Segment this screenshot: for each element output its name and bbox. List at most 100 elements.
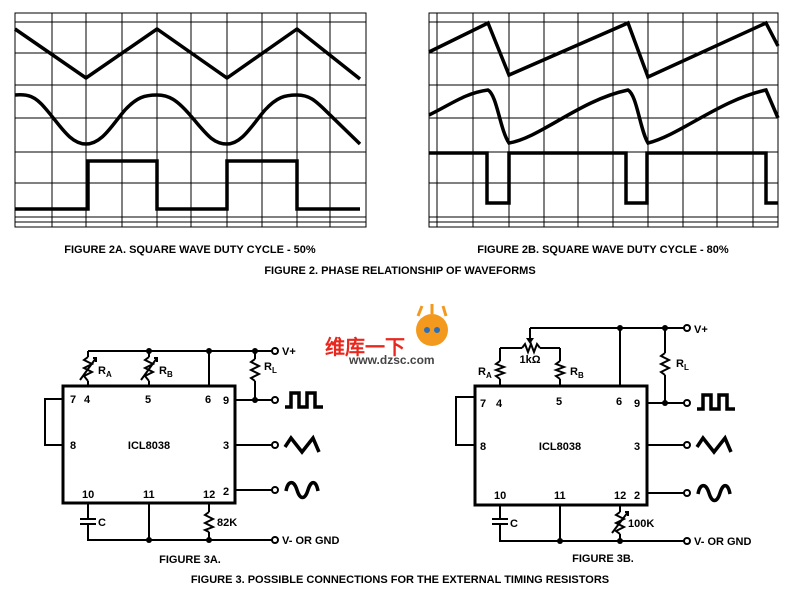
label: B — [578, 371, 584, 380]
circuit-element — [429, 21, 778, 223]
potentiometer-1k — [521, 341, 541, 355]
watermark-logo: 维库一下 www.dzsc.com — [325, 304, 448, 367]
pin-3: 3 — [634, 441, 640, 453]
square-wave-icon — [285, 391, 323, 409]
fig3b-caption: FIGURE 3B. — [572, 553, 634, 565]
circuit-element — [428, 12, 779, 228]
resistor-82k — [202, 511, 216, 533]
scope-grid — [428, 12, 779, 228]
square-out-terminal — [683, 399, 691, 407]
circuit-element — [424, 327, 430, 333]
circuit-element — [146, 537, 152, 543]
r12-label: 82K — [217, 517, 237, 529]
sine-out-terminal — [683, 489, 691, 497]
resistor-rl — [248, 358, 262, 382]
resistor-rl — [658, 352, 672, 376]
watermark-text: 维库一下 — [325, 335, 405, 359]
pin-4: 4 — [496, 398, 503, 410]
circuit-element — [206, 537, 212, 543]
pin-9: 9 — [223, 395, 229, 407]
r12-label: 100K — [628, 518, 654, 530]
scope-grid — [14, 12, 367, 228]
fig3-caption: FIGURE 3. POSSIBLE CONNECTIONS FOR THE E… — [191, 574, 609, 586]
circuit-element — [436, 13, 754, 227]
pin-4: 4 — [84, 394, 91, 406]
pin-2: 2 — [223, 486, 229, 498]
rl-label: RL — [264, 361, 277, 375]
vplus-label: V+ — [282, 346, 296, 358]
pin-12: 12 — [614, 490, 626, 502]
circuit-element — [662, 400, 668, 406]
resistor-rb — [553, 360, 567, 380]
label: R — [264, 361, 272, 373]
watermark-url: www.dzsc.com — [348, 353, 435, 367]
circuit-element — [51, 13, 331, 227]
label: R — [98, 365, 106, 377]
square-wave-icon — [697, 393, 735, 411]
label: R — [159, 365, 167, 377]
pin-8: 8 — [480, 441, 486, 453]
circuit-element — [617, 325, 623, 331]
circuit-element — [416, 304, 448, 317]
circuit-3a: ICL8038 7 4 5 6 9 8 3 10 11 12 2 RA RB R… — [44, 346, 340, 566]
capacitor-label: C — [98, 517, 106, 529]
rb-label: RB — [159, 365, 173, 379]
label: A — [106, 370, 112, 379]
triangle-wave-icon — [695, 434, 733, 455]
circuit-element — [662, 325, 668, 331]
square-wave — [15, 159, 360, 211]
label: R — [478, 366, 486, 378]
circuit-element — [146, 348, 152, 354]
vminus-terminal — [271, 536, 279, 544]
ra-label: RA — [98, 365, 112, 379]
pin-5: 5 — [556, 396, 562, 408]
mascot-icon — [416, 314, 448, 346]
ra-label: RA — [478, 366, 492, 380]
triangle-out-terminal — [271, 441, 279, 449]
pin-5: 5 — [145, 394, 151, 406]
capacitor-label: C — [510, 518, 518, 530]
pin-12: 12 — [203, 489, 215, 501]
sine-wave — [14, 93, 362, 146]
triangle-out-terminal — [683, 441, 691, 449]
pin-9: 9 — [634, 398, 640, 410]
rl-label: RL — [676, 358, 689, 372]
pin-10: 10 — [494, 490, 506, 502]
circuit-element — [557, 538, 563, 544]
pin-8: 8 — [70, 440, 76, 452]
square-wave-80 — [429, 151, 778, 205]
pin-7: 7 — [70, 394, 76, 406]
pin-3: 3 — [223, 440, 229, 452]
circuit-element — [79, 357, 158, 381]
label: L — [684, 363, 689, 372]
circuit-element — [434, 327, 440, 333]
sine-out-terminal — [271, 486, 279, 494]
label: B — [167, 370, 173, 379]
scope-2a — [14, 12, 367, 228]
resistor-ra — [493, 360, 507, 380]
fig3a-caption: FIGURE 3A. — [159, 554, 221, 566]
label: R — [676, 358, 684, 370]
square-out-terminal — [271, 396, 279, 404]
pot-label: 1kΩ — [519, 354, 540, 366]
circuit-element — [252, 348, 258, 354]
scope-2b — [428, 12, 780, 228]
vplus-label: V+ — [694, 324, 708, 336]
circuit-element — [80, 503, 272, 541]
vminus-label: V- OR GND — [282, 535, 340, 547]
distorted-sine-wave — [428, 87, 780, 146]
sine-wave-icon — [696, 483, 732, 503]
circuit-element — [617, 538, 623, 544]
vminus-label: V- OR GND — [694, 536, 752, 548]
pin-10: 10 — [82, 489, 94, 501]
pin-6: 6 — [616, 396, 622, 408]
pin-6: 6 — [205, 394, 211, 406]
sine-wave-icon — [284, 480, 320, 500]
fig2b-caption: FIGURE 2B. SQUARE WAVE DUTY CYCLE - 80% — [477, 244, 729, 256]
label: L — [272, 366, 277, 375]
circuit-element — [252, 397, 258, 403]
fig2a-caption: FIGURE 2A. SQUARE WAVE DUTY CYCLE - 50% — [64, 244, 316, 256]
circuit-element — [455, 327, 684, 494]
circuit-element — [492, 505, 684, 542]
fig2-caption: FIGURE 2. PHASE RELATIONSHIP OF WAVEFORM… — [264, 265, 535, 277]
